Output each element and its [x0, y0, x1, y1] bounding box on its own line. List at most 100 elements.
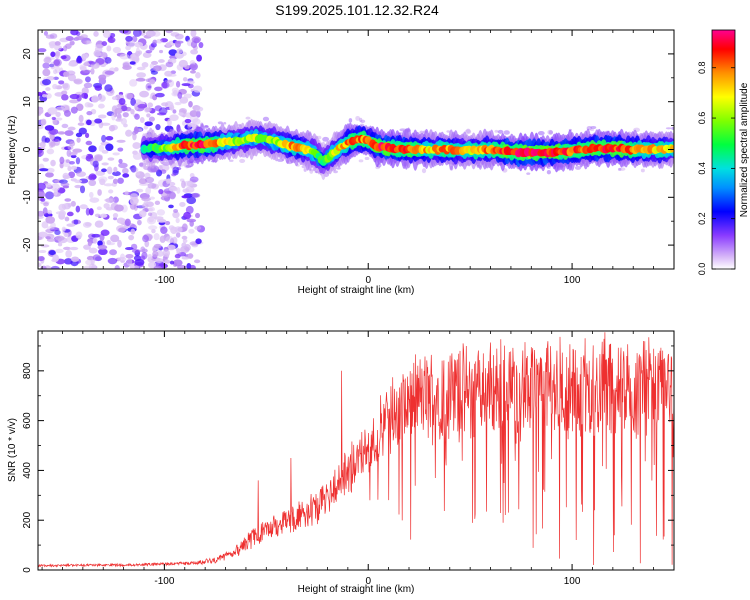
spectrogram-xlabel: Height of straight line (km) [298, 285, 415, 296]
heatmap-noise-cell [38, 231, 48, 238]
heatmap-noise-cell [101, 162, 109, 166]
heatmap-noise-cell [50, 159, 56, 167]
heatmap-noise-cell [55, 50, 61, 57]
snr-panel: -100 0 100 0 200 400 600 800 Height of straight… [7, 330, 675, 595]
snr-ytick-label: 600 [22, 412, 33, 429]
heatmap-noise-cell [76, 171, 87, 177]
heatmap-noise-cell [183, 93, 192, 99]
heatmap-noise-cell [40, 197, 46, 202]
heatmap-noise-cell [138, 210, 147, 218]
heatmap-noise-cell [156, 218, 167, 223]
heatmap-noise-cell [192, 85, 203, 93]
heatmap-noise-cell [101, 134, 107, 143]
heatmap-noise-cell [172, 109, 177, 114]
heatmap-noise-cell [165, 61, 174, 68]
heatmap-noise-cell [155, 257, 164, 263]
heatmap-noise-cell [181, 180, 186, 189]
heatmap-scatter-cell [245, 116, 251, 120]
heatmap-noise-cell [52, 83, 58, 90]
heatmap-noise-cell [195, 106, 204, 112]
heatmap-noise-cell [143, 125, 148, 130]
heatmap-noise-cell [52, 254, 60, 262]
heatmap-noise-cell [155, 123, 161, 131]
heatmap-noise-cell [38, 262, 42, 268]
heatmap-noise-cell [53, 76, 59, 80]
heatmap-scatter-cell [640, 168, 645, 173]
heatmap-scatter-cell [348, 118, 353, 123]
heatmap-noise-cell [88, 175, 93, 181]
heatmap-noise-cell [148, 261, 157, 269]
heatmap-noise-cell [107, 36, 116, 43]
heatmap-noise-cell [87, 241, 92, 247]
heatmap-noise-cell [58, 203, 67, 212]
heatmap-noise-cell [145, 50, 153, 54]
heatmap-noise-cell [194, 225, 202, 231]
heatmap-noise-cell [88, 61, 97, 65]
heatmap-noise-cell [160, 81, 170, 89]
heatmap-noise-cell [54, 41, 61, 46]
heatmap-noise-cell [92, 237, 98, 244]
heatmap-noise-cell [103, 203, 110, 209]
heatmap-noise-cell [109, 32, 116, 38]
heatmap-noise-cell [120, 105, 128, 112]
heatmap-noise-cell [45, 191, 54, 200]
heatmap-noise-cell [155, 38, 163, 44]
colorbar: 0.0 0.2 0.4 0.6 0.8 Normalized spectral ampl… [697, 29, 750, 275]
heatmap-noise-cell [114, 265, 120, 269]
heatmap-noise-cell [61, 226, 66, 232]
heatmap-noise-cell [188, 228, 195, 234]
heatmap-scatter-cell [187, 125, 192, 129]
heatmap-noise-cell [144, 106, 150, 113]
heatmap-noise-cell [151, 228, 156, 234]
heatmap-noise-cell [189, 176, 199, 183]
heatmap-noise-cell [39, 168, 49, 172]
heatmap-noise-cell [188, 100, 193, 108]
heatmap-noise-cell [181, 235, 188, 240]
heatmap-noise-cell [106, 166, 113, 175]
heatmap-noise-cell [85, 207, 91, 216]
heatmap-noise-cell [148, 116, 155, 122]
heatmap-noise-cell [40, 118, 47, 126]
heatmap-noise-cell [136, 72, 147, 78]
colorbar-ticks: 0.0 0.2 0.4 0.6 0.8 [697, 61, 735, 275]
spectrogram-ytick-label: -20 [22, 237, 33, 252]
heatmap-scatter-cell [204, 125, 209, 128]
heatmap-noise-cell [85, 76, 91, 83]
heatmap-scatter-cell [185, 165, 191, 168]
figure-title: S199.2025.101.12.32.R24 [275, 2, 439, 18]
heatmap-noise-cell [62, 175, 71, 180]
colorbar-tick-label: 0.4 [697, 162, 707, 175]
heatmap-scatter-cell [239, 158, 246, 163]
heatmap-scatter-cell [228, 159, 234, 162]
heatmap-noise-cell [45, 167, 55, 174]
heatmap-noise-cell [97, 244, 108, 250]
heatmap-noise-cell [78, 127, 88, 135]
heatmap-noise-cell [83, 265, 94, 269]
heatmap-noise-cell [137, 103, 148, 109]
heatmap-noise-cell [169, 114, 179, 122]
colorbar-tick-label: 0.8 [697, 61, 707, 74]
heatmap-noise-cell [189, 64, 197, 69]
heatmap-noise-cell [68, 61, 78, 67]
heatmap-noise-cell [132, 30, 142, 37]
heatmap-noise-cell [94, 44, 104, 49]
heatmap-noise-cell [93, 49, 101, 57]
heatmap-noise-cell [174, 33, 184, 40]
heatmap-noise-cell [118, 158, 123, 164]
heatmap-noise-cell [88, 145, 97, 153]
heatmap-noise-cell [42, 62, 50, 69]
heatmap-noise-cell [126, 257, 133, 266]
heatmap-noise-cell [169, 104, 175, 111]
heatmap-noise-cell [105, 143, 114, 152]
heatmap-noise-cell [172, 259, 183, 267]
heatmap-noise-cell [125, 35, 133, 42]
heatmap-noise-cell [111, 112, 116, 121]
snr-ytick-label: 800 [22, 362, 33, 379]
heatmap-noise-cell [82, 53, 89, 59]
heatmap-noise-cell [100, 122, 111, 126]
heatmap-noise-cell [71, 256, 80, 262]
heatmap-noise-cell [198, 41, 204, 49]
snr-series-line [38, 332, 674, 568]
heatmap-noise-cell [97, 189, 102, 196]
heatmap-noise-cell [99, 213, 108, 218]
